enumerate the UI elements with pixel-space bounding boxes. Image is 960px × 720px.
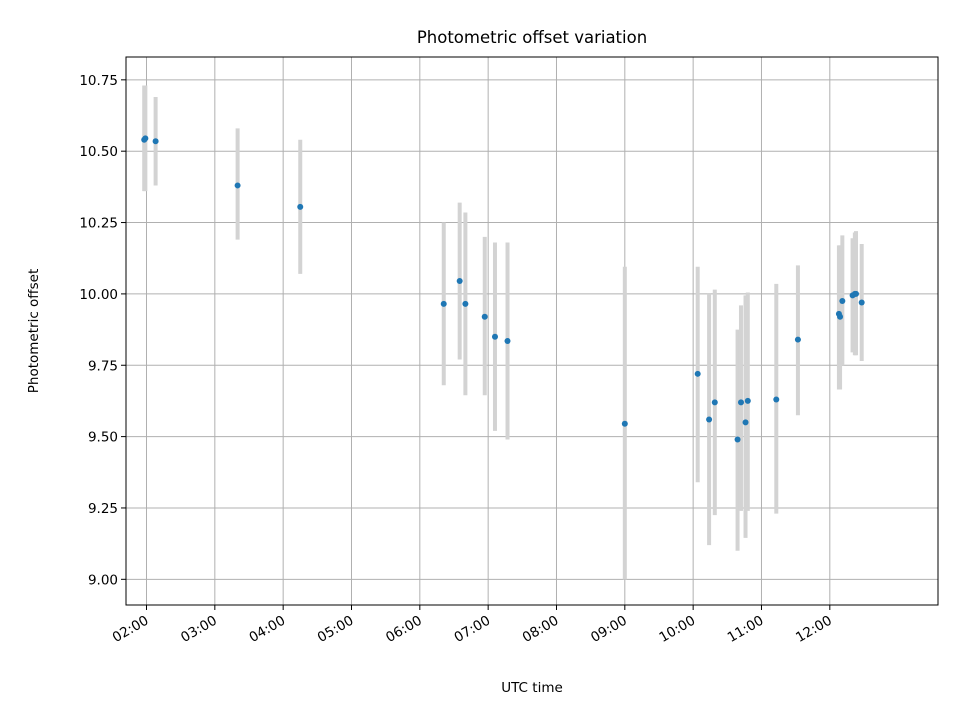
y-tick-label: 9.00 <box>88 572 118 588</box>
data-point <box>794 336 801 343</box>
data-point <box>742 419 749 426</box>
data-point <box>837 313 844 320</box>
data-point <box>297 203 304 210</box>
data-point <box>839 298 846 305</box>
data-point <box>142 135 149 142</box>
data-point <box>152 138 159 145</box>
data-point <box>504 337 511 344</box>
data-points <box>141 135 865 443</box>
plot-area <box>126 57 938 605</box>
y-tick-label: 10.25 <box>79 216 118 232</box>
y-tick-label: 10.50 <box>79 144 118 160</box>
data-point <box>462 300 469 307</box>
data-point <box>481 313 488 320</box>
plot-frame <box>125 56 939 606</box>
chart-title: Photometric offset variation <box>417 28 647 47</box>
grid-lines <box>126 57 938 605</box>
y-axis-ticks: 9.00 9.25 9.50 9.75 10.00 10.25 10.50 10.75 <box>79 73 126 588</box>
data-point <box>773 396 780 403</box>
data-point <box>440 300 447 307</box>
data-point <box>706 416 713 423</box>
data-point <box>491 333 498 340</box>
data-point <box>737 399 744 406</box>
y-tick-label: 10.00 <box>79 287 118 303</box>
y-tick-label: 9.25 <box>88 501 118 517</box>
y-axis-label: Photometric offset <box>26 269 42 393</box>
data-point <box>853 290 860 297</box>
y-tick-label: 10.75 <box>79 73 118 89</box>
data-point <box>456 278 463 285</box>
data-point <box>858 299 865 306</box>
data-point <box>621 420 628 427</box>
data-point <box>694 370 701 377</box>
data-point <box>744 397 751 404</box>
data-point <box>234 182 241 189</box>
x-axis-label: UTC time <box>501 680 563 696</box>
y-tick-label: 9.75 <box>88 358 118 374</box>
y-tick-label: 9.50 <box>88 430 118 446</box>
data-point <box>711 399 718 406</box>
data-point <box>734 436 741 443</box>
